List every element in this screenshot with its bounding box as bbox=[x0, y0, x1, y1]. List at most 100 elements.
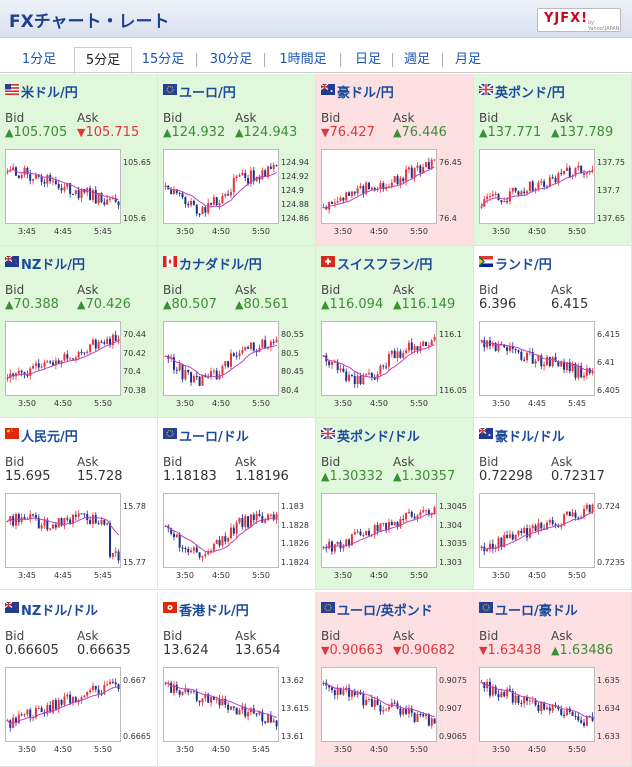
chart-plot-area bbox=[163, 493, 279, 568]
candle-body bbox=[577, 165, 580, 168]
mini-chart[interactable]: 13.62 13.615 13.61 3:50 4:50 5:45 bbox=[162, 666, 310, 755]
mini-chart[interactable]: 70.44 70.42 70.4 70.38 3:50 4:50 5:50 bbox=[4, 320, 152, 409]
pair-name[interactable]: NZドル/円 bbox=[21, 258, 86, 273]
ask-label: Ask bbox=[235, 111, 257, 125]
candle-body bbox=[387, 186, 390, 188]
tab-6[interactable]: 日足 bbox=[354, 52, 381, 67]
rate-panel[interactable]: ランド/円 Bid 6.396 Ask 6.415 6.415 6.41 6.405 3:50 4… bbox=[474, 246, 632, 418]
mini-chart[interactable]: 1.635 1.634 1.633 3:50 4:50 5:50 bbox=[478, 666, 626, 755]
bid-value: 116.094 bbox=[329, 297, 384, 312]
tab-2[interactable]: 5分足 bbox=[74, 47, 132, 74]
mini-chart[interactable]: 15.78 15.77 3:45 4:45 5:45 bbox=[4, 492, 152, 581]
pair-name[interactable]: 人民元/円 bbox=[21, 430, 78, 445]
pair-name[interactable]: 英ポンド/ドル bbox=[337, 430, 420, 445]
pair-name[interactable]: 豪ドル/ドル bbox=[495, 430, 565, 445]
rate-panel[interactable]: NZドル/円 Bid ▲70.388 Ask ▲70.426 70.44 70.42 70.4… bbox=[0, 246, 158, 418]
mini-chart[interactable]: 0.724 0.7235 3:50 4:50 5:50 bbox=[478, 492, 626, 581]
pair-name[interactable]: ユーロ/円 bbox=[179, 86, 236, 101]
rate-panel[interactable]: ユーロ/円 Bid ▲124.932 Ask ▲124.943 124.94 124.92 1… bbox=[158, 74, 316, 246]
y-axis-tick-label: 1.183 bbox=[281, 502, 304, 511]
candle-body bbox=[269, 341, 272, 348]
x-axis-tick-label: 4:45 bbox=[54, 227, 72, 236]
candlestick-chart bbox=[6, 330, 120, 383]
tab-4[interactable]: 30分足 bbox=[209, 52, 253, 67]
tab-5[interactable]: 1時間足 bbox=[279, 52, 327, 67]
rate-panel[interactable]: 豪ドル/円 Bid ▼76.427 Ask ▲76.446 76.45 76.4 3:50 4:… bbox=[316, 74, 474, 246]
candle-body bbox=[54, 524, 57, 528]
mini-chart[interactable]: 124.94 124.92 124.9 124.88 124.86 3:50 4:50 5:5… bbox=[162, 148, 310, 237]
mini-chart[interactable]: 0.667 0.6665 3:50 4:50 5:50 bbox=[4, 666, 152, 755]
candle-body bbox=[103, 519, 106, 525]
pair-name[interactable]: ユーロ/豪ドル bbox=[495, 604, 578, 619]
ask-label: Ask bbox=[393, 283, 415, 297]
candle-body bbox=[241, 706, 244, 711]
rate-panel[interactable]: ユーロ/英ポンド Bid ▼0.90663 Ask ▼0.90682 0.9075 0.90… bbox=[316, 592, 474, 767]
rate-panel[interactable]: スイスフラン/円 Bid ▲116.094 Ask ▲116.149 116.1 116.0… bbox=[316, 246, 474, 418]
rate-panel[interactable]: 豪ドル/ドル Bid 0.72298 Ask 0.72317 0.724 0.7235 3:5… bbox=[474, 418, 632, 590]
candle-body bbox=[244, 173, 247, 179]
mini-chart[interactable]: 105.65 105.6 3:45 4:45 5:45 bbox=[4, 148, 152, 237]
candle-body bbox=[427, 713, 430, 726]
candle-body bbox=[247, 516, 250, 528]
rate-panel[interactable]: 英ポンド/ドル Bid ▲1.30332 Ask ▲1.30357 1.3045 1.304… bbox=[316, 418, 474, 590]
candle-body bbox=[63, 354, 66, 361]
x-axis-tick-label: 4:50 bbox=[370, 227, 388, 236]
pair-name[interactable]: ユーロ/ドル bbox=[179, 430, 249, 445]
mini-chart[interactable]: 76.45 76.4 3:50 4:50 5:50 bbox=[320, 148, 468, 237]
pair-name[interactable]: 豪ドル/円 bbox=[337, 86, 394, 101]
moving-average-line bbox=[481, 681, 593, 718]
candle-body bbox=[356, 375, 359, 385]
candle-body bbox=[238, 518, 241, 523]
tab-3[interactable]: 15分足 bbox=[141, 52, 185, 67]
pair-name[interactable]: ユーロ/英ポンド bbox=[337, 604, 433, 619]
candle-body bbox=[537, 182, 540, 189]
ask-price: 1.18196 bbox=[235, 469, 289, 484]
pair-name[interactable]: ランド/円 bbox=[495, 258, 552, 273]
candle-body bbox=[195, 547, 198, 553]
candle-body bbox=[117, 551, 120, 561]
tab-7[interactable]: 週足 bbox=[403, 52, 430, 67]
rate-panel[interactable]: 英ポンド/円 Bid ▲137.771 Ask ▲137.789 137.75 137.7 1… bbox=[474, 74, 632, 246]
pair-name[interactable]: スイスフラン/円 bbox=[337, 258, 433, 273]
candle-body bbox=[500, 200, 503, 203]
mini-chart[interactable]: 137.75 137.7 137.65 3:50 4:50 5:50 bbox=[478, 148, 626, 237]
down-arrow-icon: ▼ bbox=[321, 126, 330, 139]
candle-body bbox=[557, 706, 560, 710]
pair-name[interactable]: 英ポンド/円 bbox=[495, 86, 565, 101]
rate-panel[interactable]: カナダドル/円 Bid ▲80.507 Ask ▲80.561 80.55 80.5 80.4… bbox=[158, 246, 316, 418]
candle-body bbox=[571, 363, 574, 372]
candle-body bbox=[232, 706, 235, 708]
mini-chart[interactable]: 116.1 116.05 3:50 4:50 5:50 bbox=[320, 320, 468, 409]
candle-body bbox=[106, 523, 109, 525]
candle-body bbox=[210, 696, 213, 703]
yjfx-logo[interactable]: YJFX! by Yahoo!JAPAN bbox=[537, 8, 621, 32]
candle-body bbox=[204, 207, 207, 213]
tab-8[interactable]: 月足 bbox=[454, 52, 481, 67]
mini-chart[interactable]: 1.3045 1.304 1.3035 1.303 3:50 4:50 5:50 bbox=[320, 492, 468, 581]
candle-body bbox=[571, 512, 574, 517]
pair-name[interactable]: NZドル/ドル bbox=[21, 604, 99, 619]
mini-chart[interactable]: 1.183 1.1828 1.1826 1.1824 3:50 4:50 5:50 bbox=[162, 492, 310, 581]
candle-body bbox=[413, 168, 416, 178]
rate-panel[interactable]: NZドル/ドル Bid 0.66605 Ask 0.66635 0.667 0.6665 3:… bbox=[0, 592, 158, 767]
candle-body bbox=[560, 361, 563, 367]
candlestick-chart bbox=[322, 505, 436, 555]
tab-1[interactable]: 1分足 bbox=[21, 52, 57, 67]
rate-panel[interactable]: 人民元/円 Bid 15.695 Ask 15.728 15.78 15.77 3:45 4:4… bbox=[0, 418, 158, 590]
candle-body bbox=[580, 720, 583, 723]
rate-panel[interactable]: ユーロ/ドル Bid 1.18183 Ask 1.18196 1.183 1.1828 1.1… bbox=[158, 418, 316, 590]
candle-body bbox=[71, 193, 74, 195]
rate-panel[interactable]: 米ドル/円 Bid ▲105.705 Ask ▼105.715 105.65 105.6 3:… bbox=[0, 74, 158, 246]
mini-chart[interactable]: 6.415 6.41 6.405 3:50 4:45 5:45 bbox=[478, 320, 626, 409]
candle-body bbox=[365, 182, 368, 194]
pair-name[interactable]: 米ドル/円 bbox=[21, 86, 78, 101]
rate-panel[interactable]: 香港ドル/円 Bid 13.624 Ask 13.654 13.62 13.615 13.61… bbox=[158, 592, 316, 767]
pair-name[interactable]: カナダドル/円 bbox=[179, 258, 262, 273]
mini-chart[interactable]: 80.55 80.5 80.45 80.4 3:50 4:50 5:50 bbox=[162, 320, 310, 409]
rate-panel[interactable]: ユーロ/豪ドル Bid ▼1.63438 Ask ▲1.63486 1.635 1.634 1… bbox=[474, 592, 632, 767]
candle-body bbox=[66, 183, 69, 187]
candle-body bbox=[563, 170, 566, 174]
mini-chart[interactable]: 0.9075 0.907 0.9065 3:50 4:50 5:50 bbox=[320, 666, 468, 755]
candle-body bbox=[560, 709, 563, 715]
pair-name[interactable]: 香港ドル/円 bbox=[179, 604, 249, 619]
